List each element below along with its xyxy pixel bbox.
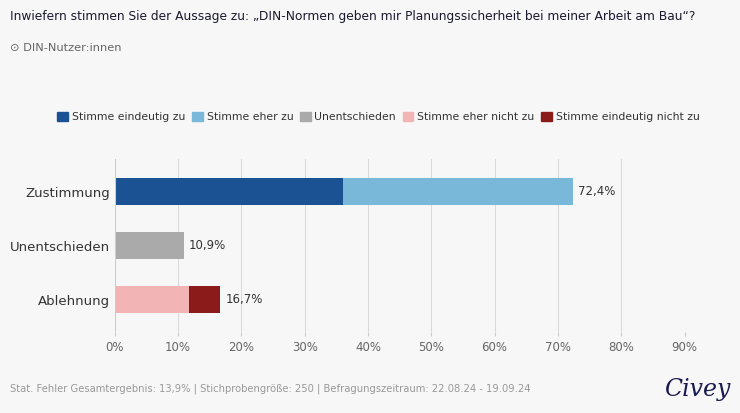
Bar bbox=[115, 286, 189, 313]
Bar bbox=[115, 232, 184, 259]
Text: 16,7%: 16,7% bbox=[226, 294, 263, 306]
Text: ⊙ DIN-Nutzer:innen: ⊙ DIN-Nutzer:innen bbox=[10, 43, 121, 53]
Bar bbox=[189, 286, 221, 313]
Text: 72,4%: 72,4% bbox=[578, 185, 616, 198]
Bar bbox=[343, 178, 573, 205]
Bar bbox=[115, 178, 343, 205]
Text: Stat. Fehler Gesamtergebnis: 13,9% | Stichprobengröße: 250 | Befragungszeitraum:: Stat. Fehler Gesamtergebnis: 13,9% | Sti… bbox=[10, 384, 530, 394]
Legend: Stimme eindeutig zu, Stimme eher zu, Unentschieden, Stimme eher nicht zu, Stimme: Stimme eindeutig zu, Stimme eher zu, Une… bbox=[58, 112, 699, 122]
Text: Inwiefern stimmen Sie der Aussage zu: „DIN-Normen geben mir Planungssicherheit b: Inwiefern stimmen Sie der Aussage zu: „D… bbox=[10, 10, 695, 23]
Text: 10,9%: 10,9% bbox=[189, 239, 226, 252]
Text: Civey: Civey bbox=[664, 377, 730, 401]
